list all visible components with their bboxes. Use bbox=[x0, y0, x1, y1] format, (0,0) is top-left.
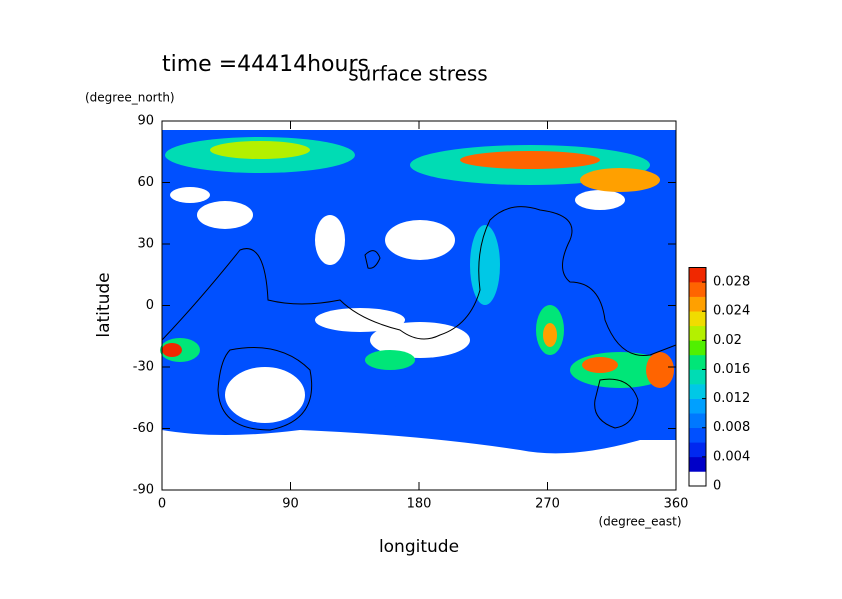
x-tick-label: 90 bbox=[282, 497, 299, 512]
time-label: time =44414hours bbox=[162, 52, 369, 77]
colorbar-tick-label: 0.016 bbox=[713, 362, 750, 377]
colorbar-frame bbox=[688, 267, 707, 487]
coastline bbox=[161, 206, 677, 431]
y-unit: (degree_north) bbox=[85, 91, 175, 105]
colorbar-tick-label: 0.004 bbox=[713, 449, 750, 464]
colorbar-bin bbox=[689, 456, 706, 472]
colorbar-tick-label: 0.02 bbox=[713, 333, 742, 348]
x-unit: (degree_east) bbox=[598, 515, 681, 529]
holes bbox=[170, 187, 625, 423]
colorbar-bin bbox=[689, 384, 706, 399]
colorbar-bin bbox=[689, 282, 706, 297]
x-axis-label: longitude bbox=[379, 537, 459, 557]
colorbar-bin bbox=[689, 398, 706, 414]
colorbar-bin bbox=[689, 267, 706, 283]
x-tick-label: 180 bbox=[407, 497, 432, 512]
colorbar-tick-label: 0 bbox=[713, 479, 721, 494]
highs bbox=[160, 137, 674, 388]
colorbar-bin bbox=[689, 442, 706, 458]
colorbar-bin bbox=[689, 413, 706, 429]
colorbar-tick-label: 0.028 bbox=[713, 275, 750, 290]
colorbar-tick-label: 0.012 bbox=[713, 391, 750, 406]
colorbar-bin bbox=[689, 369, 706, 385]
colorbar-tick-label: 0.024 bbox=[713, 304, 750, 319]
colorbar-bin bbox=[689, 340, 706, 356]
chart-title: surface stress bbox=[348, 62, 487, 86]
x-tick-label: 0 bbox=[158, 497, 166, 512]
x-tick-label: 270 bbox=[535, 497, 560, 512]
y-tick-label: 90 bbox=[137, 114, 154, 129]
colorbar-bin bbox=[689, 311, 706, 327]
colorbar-bin bbox=[689, 325, 706, 341]
colorbar-bin bbox=[689, 471, 706, 487]
x-tick-label: 360 bbox=[664, 497, 689, 512]
y-axis-label: latitude bbox=[94, 272, 114, 337]
colorbar-bin bbox=[689, 354, 706, 370]
y-tick-label: -90 bbox=[133, 483, 154, 498]
colorbar-bin bbox=[689, 427, 706, 443]
colorbar-tick-label: 0.008 bbox=[713, 420, 750, 435]
field bbox=[160, 130, 677, 454]
y-tick-label: 30 bbox=[137, 237, 154, 252]
y-tick-label: 60 bbox=[137, 175, 154, 190]
y-tick-label: -60 bbox=[133, 421, 154, 436]
y-tick-label: -30 bbox=[133, 360, 154, 375]
colorbar-bin bbox=[689, 296, 706, 312]
y-tick-label: 0 bbox=[146, 298, 154, 313]
